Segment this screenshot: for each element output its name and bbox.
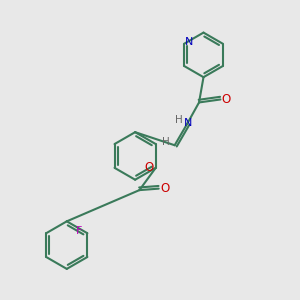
Text: H: H <box>163 137 170 147</box>
Text: O: O <box>222 93 231 106</box>
Text: N: N <box>184 118 193 128</box>
Text: O: O <box>145 161 154 174</box>
Text: N: N <box>185 37 194 47</box>
Text: O: O <box>160 182 170 195</box>
Text: H: H <box>175 115 183 125</box>
Text: F: F <box>76 226 82 236</box>
